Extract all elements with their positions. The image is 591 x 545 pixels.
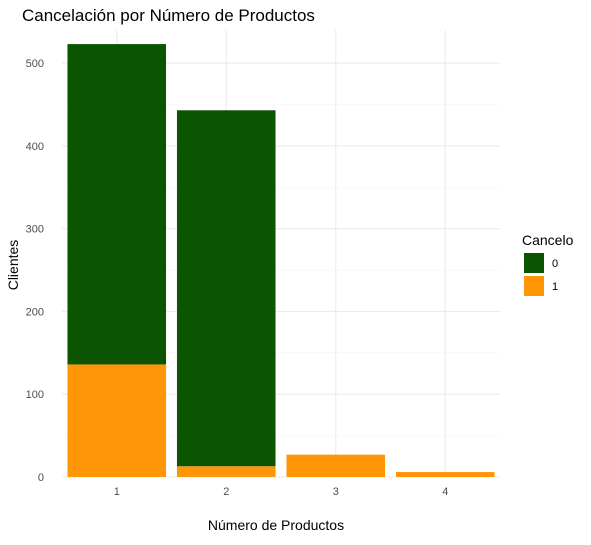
bar-segment: [67, 364, 167, 477]
x-axis-title: Número de Productos: [208, 517, 344, 533]
y-tick-labels: 0 100 200 300 400 500: [26, 58, 44, 484]
legend-title: Cancelo: [522, 232, 574, 248]
bar-segment: [286, 454, 386, 477]
bar-segment: [176, 466, 276, 477]
x-tick-label: 3: [333, 486, 339, 498]
bar-segment: [395, 472, 495, 477]
x-tick-label: 1: [114, 486, 120, 498]
y-axis-title: Clientes: [5, 240, 21, 291]
legend-label: 0: [552, 258, 558, 270]
y-tick-label: 300: [26, 224, 44, 236]
chart-title: Cancelación por Número de Productos: [22, 6, 315, 25]
y-tick-label: 500: [26, 58, 44, 70]
y-tick-label: 200: [26, 306, 44, 318]
legend: Cancelo 0 1: [522, 232, 574, 296]
y-tick-label: 100: [26, 389, 44, 401]
legend-label: 1: [552, 281, 558, 293]
bars: [67, 44, 495, 477]
legend-swatch: [524, 253, 544, 273]
y-tick-label: 0: [38, 472, 44, 484]
x-tick-labels: 1 2 3 4: [114, 486, 449, 498]
y-tick-label: 400: [26, 141, 44, 153]
legend-swatch: [524, 276, 544, 296]
bar-segment: [176, 110, 276, 467]
bar-segment: [67, 44, 167, 365]
x-tick-label: 4: [442, 486, 448, 498]
x-tick-label: 2: [223, 486, 229, 498]
